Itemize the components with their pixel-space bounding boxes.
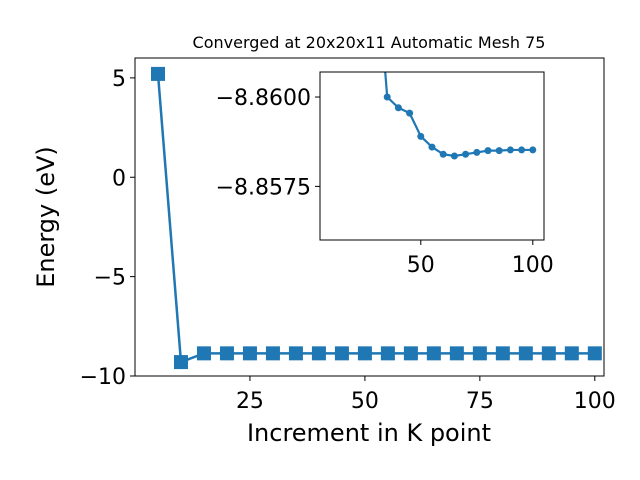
main-point [265, 346, 280, 361]
main-point [311, 346, 326, 361]
main-point [357, 346, 372, 361]
x-axis-label: Increment in K point [247, 419, 491, 447]
main-y-tick-label: −10 [80, 365, 126, 390]
inset-point [529, 146, 537, 154]
inset-point [394, 104, 402, 112]
inset-point [450, 152, 458, 160]
main-point [288, 346, 303, 361]
inset-point [462, 150, 470, 158]
main-point [518, 346, 533, 361]
inset-point [506, 146, 514, 154]
inset-x-tick-label: 100 [512, 253, 554, 278]
main-x-tick-label: 50 [351, 389, 379, 414]
main-x-tick-label: 75 [466, 389, 494, 414]
main-point [472, 346, 487, 361]
inset-chart: 50 100 −8.8600 −8.8575 [216, 71, 554, 278]
inset-point [383, 93, 391, 101]
main-x-tick-label: 25 [236, 389, 264, 414]
inset-point [428, 143, 436, 151]
main-point [541, 346, 556, 361]
inset-background [320, 72, 544, 240]
main-point [219, 346, 234, 361]
main-plot-frame [134, 57, 605, 377]
inset-point [406, 109, 414, 117]
main-point [173, 355, 188, 370]
main-point [196, 346, 211, 361]
main-point [334, 346, 349, 361]
inset-plot-frame [319, 71, 545, 241]
main-point [495, 346, 510, 361]
main-point [403, 346, 418, 361]
main-point [426, 346, 441, 361]
main-point [242, 346, 257, 361]
inset-point [484, 147, 492, 155]
inset-y-tick-label: −8.8575 [216, 175, 311, 200]
main-y-tick-label: 5 [112, 67, 126, 92]
main-x-tick-label: 100 [574, 389, 616, 414]
inset-series [383, 72, 537, 160]
y-axis-label: Energy (eV) [32, 146, 60, 288]
inset-point [495, 147, 503, 155]
main-series [150, 66, 602, 370]
inset-x-tick-label: 50 [407, 253, 435, 278]
inset-point [473, 148, 481, 156]
inset-y-tick-label: −8.8600 [216, 86, 311, 111]
main-point [564, 346, 579, 361]
main-point [587, 346, 602, 361]
main-point [380, 346, 395, 361]
main-point [449, 346, 464, 361]
inset-axis-ticks: 50 100 −8.8600 −8.8575 [216, 86, 554, 278]
main-series-0 [150, 66, 602, 370]
main-y-tick-label: 0 [112, 166, 126, 191]
inset-point [439, 150, 447, 158]
inset-point [417, 132, 425, 140]
chart-title: Converged at 20x20x11 Automatic Mesh 75 [193, 33, 546, 52]
main-point [150, 66, 165, 81]
inset-point [518, 146, 526, 154]
inset-series-0 [383, 72, 537, 160]
main-y-tick-label: −5 [94, 266, 126, 291]
